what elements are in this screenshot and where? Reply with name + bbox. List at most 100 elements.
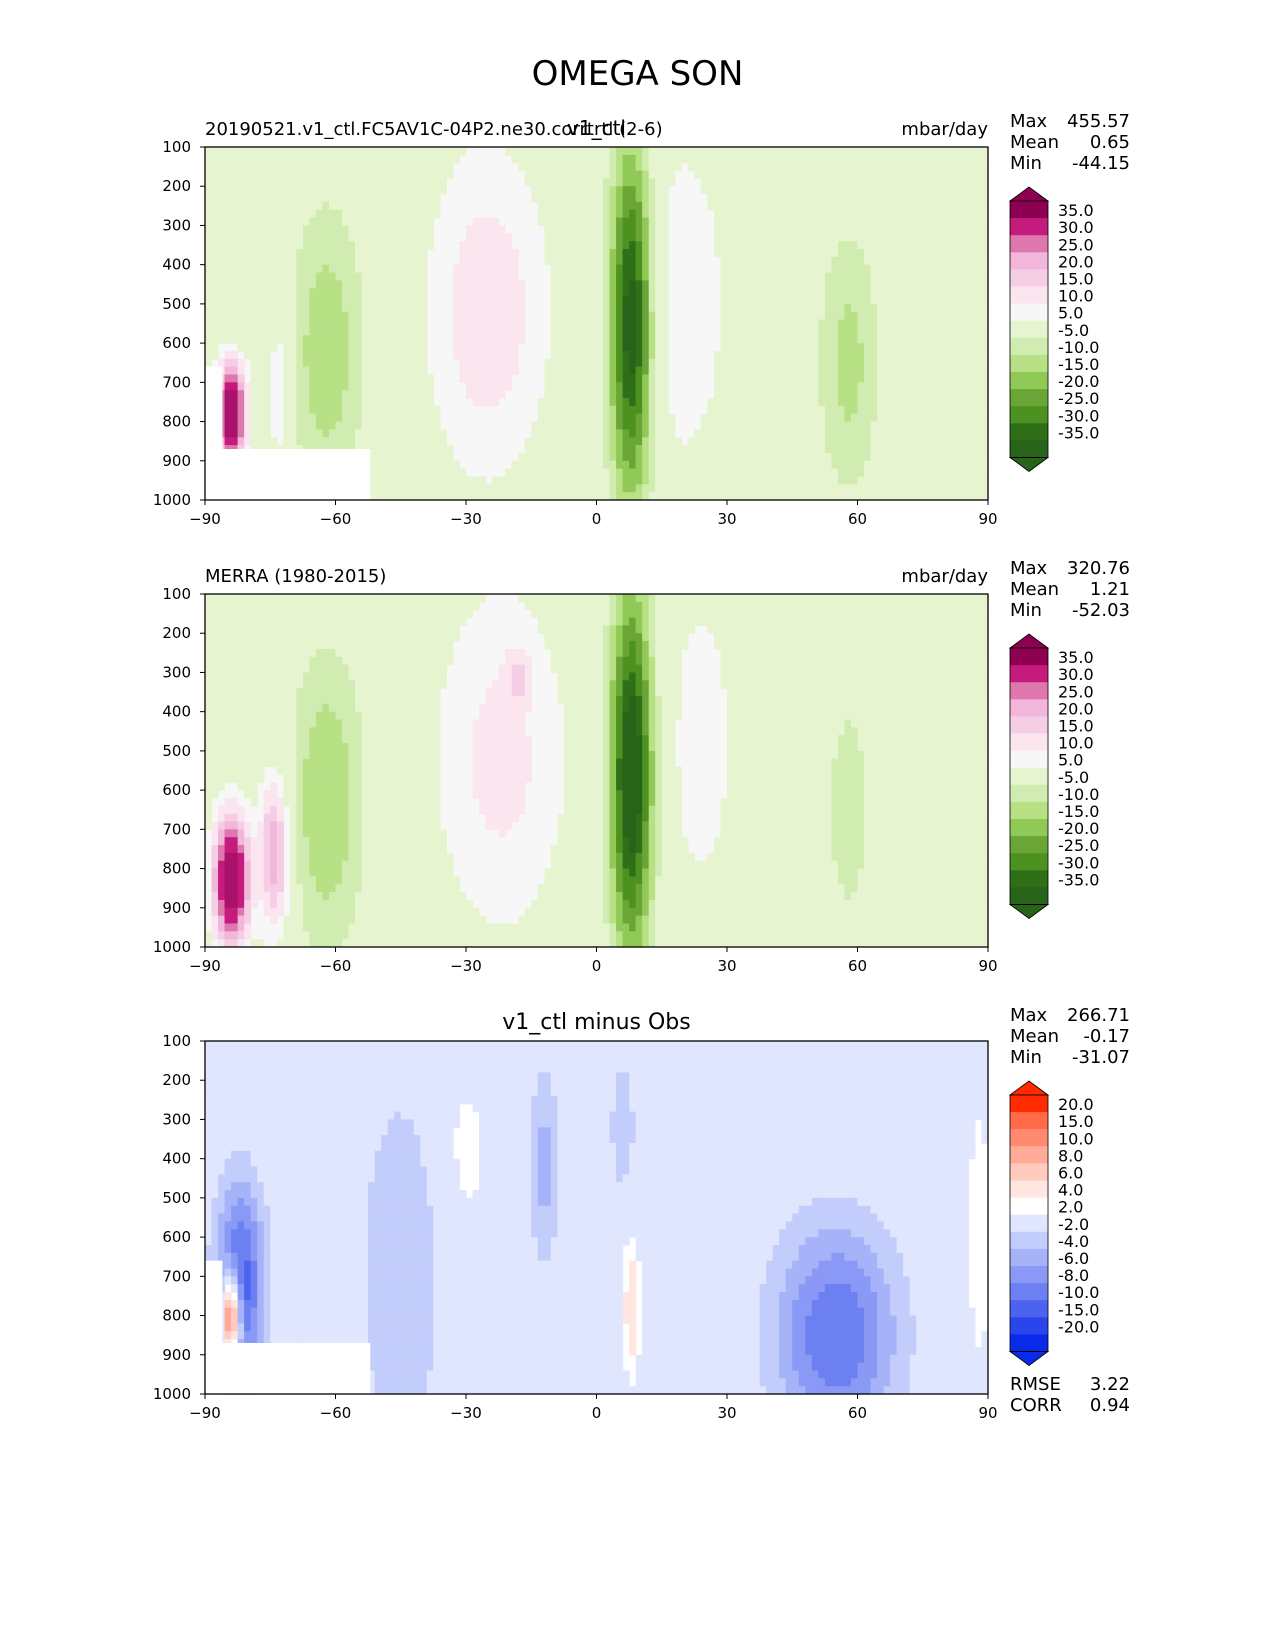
heatmap-cell bbox=[707, 484, 715, 493]
heatmap-cell bbox=[381, 429, 389, 438]
heatmap-cell bbox=[550, 154, 558, 164]
heatmap-cell bbox=[348, 288, 356, 297]
heatmap-cell bbox=[942, 413, 950, 423]
heatmap-cell bbox=[563, 194, 572, 203]
heatmap-cell bbox=[563, 280, 572, 289]
heatmap-cell bbox=[368, 327, 376, 336]
heatmap-cell bbox=[205, 594, 213, 603]
heatmap-cell bbox=[753, 437, 761, 446]
heatmap-cell bbox=[661, 162, 669, 172]
heatmap-cell bbox=[335, 311, 343, 321]
heatmap-cell bbox=[270, 319, 278, 329]
heatmap-cell bbox=[531, 476, 539, 485]
heatmap-cell bbox=[642, 476, 650, 485]
heatmap-cell bbox=[544, 445, 552, 454]
heatmap-cell bbox=[400, 437, 408, 446]
heatmap-cell bbox=[257, 288, 265, 297]
heatmap-cell bbox=[883, 209, 891, 219]
heatmap-cell bbox=[668, 178, 676, 187]
heatmap-cell bbox=[681, 445, 689, 454]
heatmap-cell bbox=[596, 429, 604, 438]
heatmap-cell bbox=[955, 398, 963, 407]
heatmap-cell bbox=[909, 311, 917, 321]
heatmap-cell bbox=[864, 327, 872, 336]
heatmap-cell bbox=[720, 445, 728, 454]
heatmap-cell bbox=[903, 343, 911, 352]
heatmap-cell bbox=[335, 147, 343, 156]
heatmap-cell bbox=[720, 288, 728, 297]
heatmap-cell bbox=[759, 343, 767, 352]
heatmap-cell bbox=[309, 272, 317, 281]
heatmap-cell bbox=[511, 256, 519, 266]
heatmap-cell bbox=[694, 162, 702, 172]
heatmap-cell bbox=[289, 233, 297, 242]
heatmap-cell bbox=[753, 398, 761, 407]
heatmap-cell bbox=[381, 296, 389, 305]
heatmap-cell bbox=[589, 358, 598, 368]
heatmap-cell bbox=[850, 147, 859, 156]
heatmap-cell bbox=[929, 154, 937, 164]
heatmap-cell bbox=[342, 248, 350, 258]
heatmap-cell bbox=[524, 452, 532, 462]
heatmap-cell bbox=[289, 288, 297, 297]
heatmap-cell bbox=[740, 209, 748, 219]
heatmap-cell bbox=[348, 374, 356, 383]
heatmap-cell bbox=[237, 429, 245, 438]
heatmap-cell bbox=[342, 390, 350, 399]
heatmap-cell bbox=[485, 241, 493, 250]
heatmap-cell bbox=[870, 170, 878, 179]
heatmap-cell bbox=[968, 272, 976, 281]
heatmap-cell bbox=[263, 382, 271, 391]
heatmap-cell bbox=[348, 280, 356, 289]
heatmap-cell bbox=[296, 162, 304, 172]
heatmap-cell bbox=[661, 147, 669, 156]
heatmap-cell bbox=[485, 296, 493, 305]
heatmap-cell bbox=[916, 492, 924, 501]
heatmap-cell bbox=[844, 421, 852, 430]
heatmap-cell bbox=[968, 264, 976, 274]
heatmap-cell bbox=[890, 217, 898, 227]
heatmap-cell bbox=[974, 194, 983, 203]
heatmap-cell bbox=[570, 170, 578, 179]
heatmap-cell bbox=[472, 358, 480, 368]
heatmap-cell bbox=[753, 390, 761, 399]
heatmap-cell bbox=[348, 194, 356, 203]
heatmap-cell bbox=[961, 194, 970, 203]
heatmap-cell bbox=[720, 241, 728, 250]
heatmap-cell bbox=[544, 241, 552, 250]
heatmap-cell bbox=[511, 296, 519, 305]
heatmap-cell bbox=[296, 311, 304, 321]
heatmap-cell bbox=[557, 484, 565, 493]
heatmap-cell bbox=[570, 225, 578, 234]
heatmap-cell bbox=[322, 366, 330, 376]
colorbar-label: -20.0 bbox=[1058, 372, 1099, 391]
heatmap-cell bbox=[563, 335, 572, 344]
heatmap-cell bbox=[785, 225, 793, 234]
heatmap-cell bbox=[772, 225, 780, 234]
heatmap-cell bbox=[289, 248, 297, 258]
heatmap-cell bbox=[381, 256, 389, 266]
heatmap-cell bbox=[342, 256, 350, 266]
heatmap-cell bbox=[779, 382, 787, 391]
heatmap-cell bbox=[961, 264, 970, 274]
heatmap-cell bbox=[713, 460, 722, 470]
heatmap-cell bbox=[792, 248, 800, 258]
heatmap-cell bbox=[270, 147, 278, 156]
heatmap-cell bbox=[257, 350, 265, 360]
heatmap-cell bbox=[740, 248, 748, 258]
heatmap-cell bbox=[890, 350, 898, 360]
heatmap-cell bbox=[231, 939, 239, 948]
heatmap-cell bbox=[348, 178, 356, 187]
heatmap-cell bbox=[394, 288, 402, 297]
heatmap-cell bbox=[407, 390, 415, 399]
heatmap-cell bbox=[785, 429, 793, 438]
heatmap-cell bbox=[713, 241, 722, 250]
heatmap-cell bbox=[381, 460, 389, 470]
heatmap-cell bbox=[746, 343, 754, 352]
heatmap-cell bbox=[381, 311, 389, 321]
heatmap-cell bbox=[570, 452, 578, 462]
heatmap-cell bbox=[570, 405, 578, 415]
heatmap-cell bbox=[961, 162, 970, 172]
heatmap-cell bbox=[544, 358, 552, 368]
heatmap-cell bbox=[713, 437, 722, 446]
